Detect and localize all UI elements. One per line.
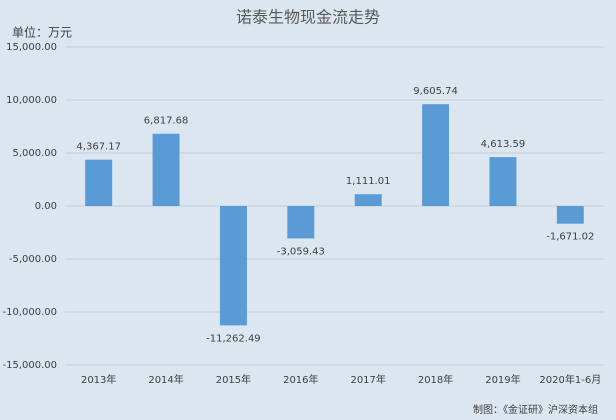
- bar: [152, 133, 180, 206]
- x-tick-label: 2016年: [283, 373, 318, 386]
- data-label: 4,613.59: [481, 139, 526, 150]
- x-tick-label: 2018年: [418, 373, 453, 386]
- data-label: -11,262.49: [206, 333, 261, 344]
- x-tick-label: 2020年1-6月: [539, 373, 601, 386]
- source: 制图：《金证研》沪深资本组: [473, 403, 598, 416]
- y-tick-label: 5,000.00: [12, 148, 57, 159]
- bar: [287, 206, 315, 239]
- y-tick-label: 15,000.00: [6, 42, 57, 53]
- y-tick-label: -5,000.00: [9, 254, 57, 265]
- y-tick-label: 10,000.00: [6, 95, 57, 106]
- x-tick-label: 2014年: [148, 373, 183, 386]
- x-tick-label: 2013年: [81, 373, 116, 386]
- data-label: -1,671.02: [546, 232, 594, 243]
- bar: [85, 159, 113, 206]
- y-tick-label: -10,000.00: [2, 307, 57, 318]
- bar: [219, 206, 247, 326]
- chart-title: 诺泰生物现金流走势: [236, 8, 380, 27]
- unit-label: 单位：万元: [12, 25, 72, 40]
- y-tick-label: 0.00: [35, 201, 57, 212]
- data-label: 1,111.01: [346, 176, 391, 187]
- data-label: 6,817.68: [144, 116, 189, 127]
- bar: [354, 194, 382, 206]
- bar: [489, 157, 517, 206]
- x-tick-label: 2017年: [350, 373, 385, 386]
- y-tick-label: -15,000.00: [2, 360, 57, 371]
- bar: [556, 206, 584, 224]
- bar: [422, 104, 450, 206]
- data-label: 9,605.74: [413, 86, 458, 97]
- data-label: -3,059.43: [277, 246, 325, 257]
- x-tick-label: 2019年: [485, 373, 520, 386]
- x-tick-label: 2015年: [216, 373, 251, 386]
- data-label: 4,367.17: [76, 142, 121, 153]
